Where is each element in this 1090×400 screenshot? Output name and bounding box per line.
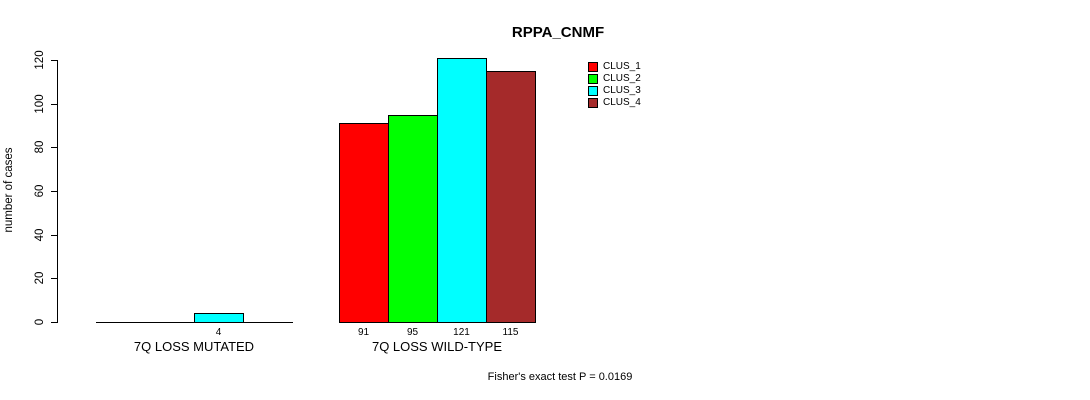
y-tick-label: 80: [34, 140, 46, 154]
y-axis-title: number of cases: [3, 147, 15, 233]
bar-zero-CLUS_2: [145, 322, 195, 323]
legend-label: CLUS_1: [603, 61, 641, 72]
legend-label: CLUS_3: [603, 85, 641, 96]
bar-value-label: 95: [406, 327, 419, 338]
y-tick: [51, 60, 57, 61]
bar-zero-CLUS_4: [243, 322, 293, 323]
legend-item: CLUS_2: [588, 73, 641, 85]
legend-item: CLUS_3: [588, 85, 641, 97]
legend-item: CLUS_4: [588, 97, 641, 109]
y-tick-label: 60: [34, 184, 46, 198]
x-category-label: 7Q LOSS WILD-TYPE: [371, 339, 503, 354]
bar-CLUS_2: [388, 115, 438, 323]
bar-CLUS_1: [339, 123, 389, 323]
bar-zero-CLUS_1: [96, 322, 146, 323]
bar-value-label: 115: [502, 327, 519, 338]
bar-CLUS_3: [437, 58, 487, 323]
y-tick-label: 40: [34, 228, 46, 242]
chart-title: RPPA_CNMF: [511, 24, 605, 41]
legend: CLUS_1 CLUS_2 CLUS_3 CLUS_4: [588, 61, 641, 109]
y-tick: [51, 235, 57, 236]
annotation-text: Fisher's exact test P = 0.0169: [487, 371, 633, 383]
y-tick-label: 120: [34, 50, 46, 70]
legend-swatch-CLUS_1: [588, 62, 598, 72]
bar-CLUS_4: [486, 71, 536, 323]
x-category-label: 7Q LOSS MUTATED: [133, 339, 255, 354]
legend-label: CLUS_4: [603, 97, 641, 108]
bar-value-label: 91: [357, 327, 370, 338]
y-tick: [51, 104, 57, 105]
legend-swatch-CLUS_3: [588, 86, 598, 96]
y-tick: [51, 278, 57, 279]
legend-swatch-CLUS_4: [588, 98, 598, 108]
y-tick-label: 100: [34, 94, 46, 114]
legend-item: CLUS_1: [588, 61, 641, 73]
y-axis-line: [57, 60, 58, 323]
y-tick-label: 0: [34, 318, 46, 326]
bar-CLUS_3: [194, 313, 244, 323]
y-tick: [51, 147, 57, 148]
y-tick-label: 20: [34, 271, 46, 285]
y-tick: [51, 191, 57, 192]
bar-value-label: 4: [215, 327, 222, 338]
legend-swatch-CLUS_2: [588, 74, 598, 84]
legend-label: CLUS_2: [603, 73, 641, 84]
y-tick: [51, 322, 57, 323]
bar-value-label: 121: [453, 327, 470, 338]
